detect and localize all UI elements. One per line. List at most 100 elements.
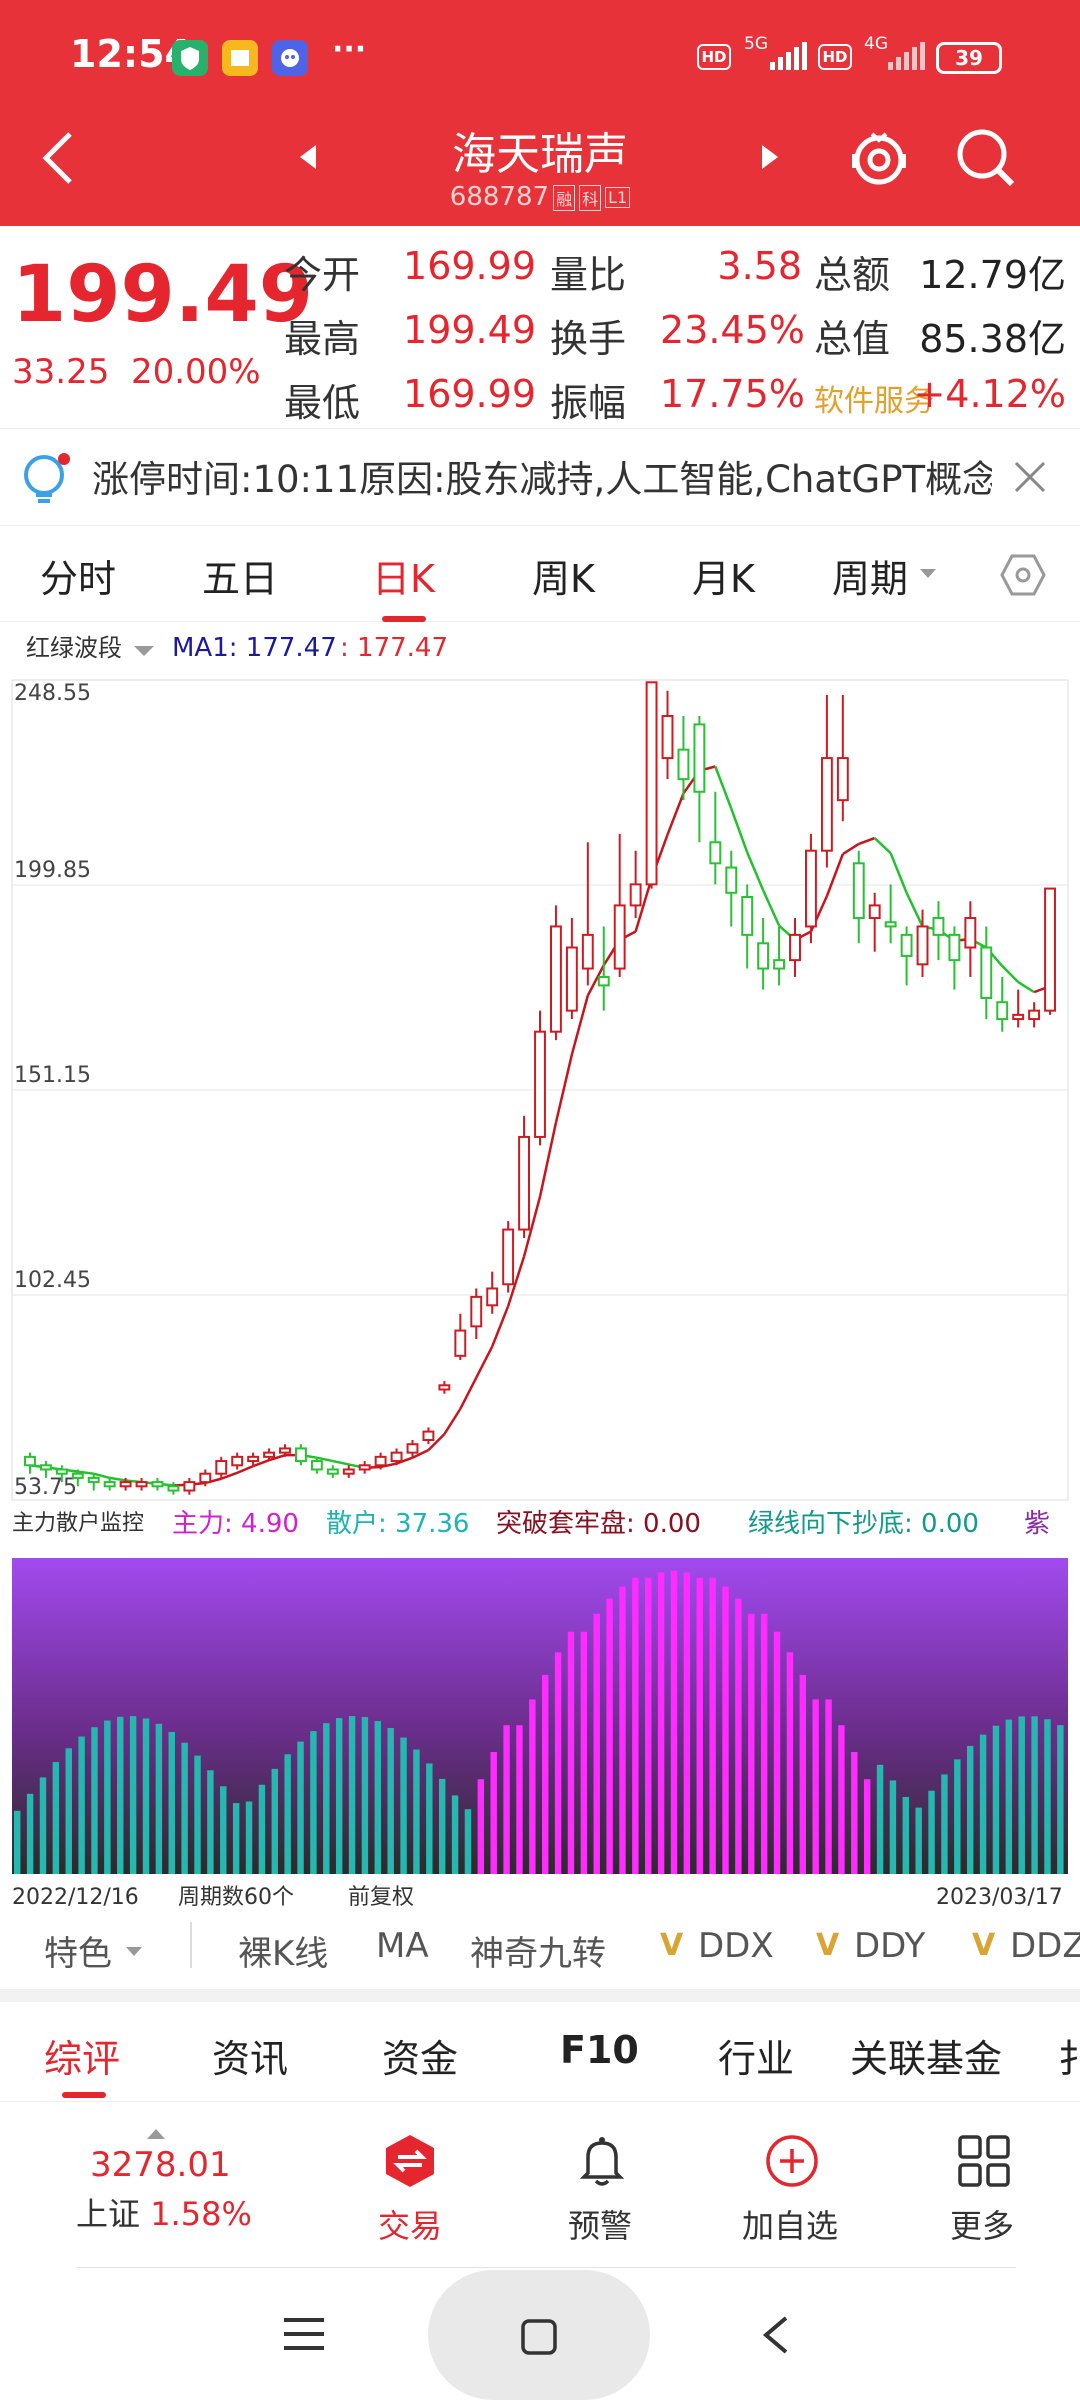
candle-body xyxy=(294,1447,307,1463)
assistant-robot-icon[interactable] xyxy=(846,124,912,194)
tab-more-cut[interactable]: 扌 xyxy=(1058,2037,1080,2081)
battery-icon: 39 xyxy=(936,42,1002,74)
sub-bar xyxy=(529,1699,536,1874)
ma-line-segment xyxy=(491,1305,510,1348)
more-label[interactable]: 更多 xyxy=(950,2207,1015,2245)
candle-body xyxy=(119,1481,132,1488)
ma-line-segment xyxy=(905,892,924,927)
tab-ddy[interactable]: DDY xyxy=(854,1926,926,1966)
candle-body xyxy=(725,866,738,894)
sub-bar xyxy=(181,1742,188,1874)
menu-icon[interactable] xyxy=(282,2314,326,2358)
candle-body xyxy=(629,883,642,907)
tab-zongping[interactable]: 综评 xyxy=(44,2037,121,2081)
tese-dropdown[interactable]: 特色 xyxy=(44,1934,112,1974)
ma-line-segment xyxy=(873,837,892,855)
kline-chart[interactable]: 红绿波段 MA1: 177.47: 177.47 248.55 199.85 151.1… xyxy=(0,622,1080,1912)
prev-stock-button[interactable] xyxy=(296,142,320,176)
tab-yuek[interactable]: 月K xyxy=(692,557,755,601)
active-tab-indicator xyxy=(382,616,426,622)
candle-body xyxy=(454,1329,467,1357)
candle-body xyxy=(741,895,754,936)
alert-label[interactable]: 预警 xyxy=(568,2207,633,2245)
ma-line-segment xyxy=(522,1196,542,1257)
tab-f10[interactable]: F10 xyxy=(560,2028,639,2072)
ma-line-segment xyxy=(1017,980,1035,994)
candle-body xyxy=(135,1481,148,1488)
back-button[interactable] xyxy=(36,128,80,192)
sub-bar xyxy=(194,1755,201,1874)
candle-body xyxy=(103,1481,116,1488)
candle-body xyxy=(645,681,658,886)
ma-line-segment xyxy=(236,1464,254,1475)
home-pill[interactable] xyxy=(428,2270,650,2400)
add-circle-icon[interactable] xyxy=(764,2133,820,2193)
candle-body xyxy=(964,917,977,949)
sub-bar xyxy=(451,1795,459,1874)
add-label[interactable]: 加自选 xyxy=(742,2207,839,2245)
candle-body xyxy=(183,1481,196,1492)
next-stock-button[interactable] xyxy=(758,142,782,176)
candle-body xyxy=(406,1443,419,1454)
back-nav-icon[interactable] xyxy=(760,2314,790,2360)
tab-guanlian[interactable]: 关联基金 xyxy=(850,2037,1003,2081)
sub-bar xyxy=(593,1613,600,1874)
tab-ma[interactable]: MA xyxy=(376,1926,429,1966)
home-icon[interactable] xyxy=(520,2318,558,2360)
signal-icon-1 xyxy=(770,40,807,70)
zi-label: 紫 xyxy=(1024,1509,1050,1539)
ma1-value: : 177.47 xyxy=(340,633,448,663)
ma-line-segment xyxy=(730,808,749,853)
sub-bar xyxy=(567,1631,575,1874)
index-info[interactable]: 上证 1.58% xyxy=(76,2195,252,2233)
bell-icon[interactable] xyxy=(574,2133,630,2193)
section-divider xyxy=(0,1990,1080,2002)
quote-label: 总额 xyxy=(814,253,891,297)
tab-zhouk[interactable]: 周K xyxy=(532,557,595,601)
sub-bar xyxy=(1044,1719,1051,1874)
tab-fenshi[interactable]: 分时 xyxy=(40,557,117,601)
quote-label: 振幅 xyxy=(550,381,627,425)
tab-hangye[interactable]: 行业 xyxy=(718,2037,795,2081)
quote-label: 最高 xyxy=(284,317,361,361)
quote-value: 85.38亿 xyxy=(919,317,1066,361)
sub-bar xyxy=(78,1736,85,1874)
tab-zijin[interactable]: 资金 xyxy=(382,2037,459,2081)
trade-label[interactable]: 交易 xyxy=(378,2207,443,2245)
candle-body xyxy=(565,946,578,1012)
candle-body xyxy=(884,921,897,928)
tab-shenqi[interactable]: 神奇九转 xyxy=(470,1934,606,1974)
ma-line-segment xyxy=(109,1476,126,1482)
trade-icon[interactable] xyxy=(382,2133,438,2193)
tab-ddz[interactable]: DDZ xyxy=(1010,1926,1080,1966)
tab-zixun[interactable]: 资讯 xyxy=(212,2037,289,2081)
grid-more-icon[interactable] xyxy=(956,2133,1012,2193)
y-tick-label: 248.55 xyxy=(14,681,91,706)
tab-zhouqi[interactable]: 周期 xyxy=(832,557,909,601)
candle-body xyxy=(24,1455,36,1467)
news-bar[interactable]: 涨停时间:10:11原因:股东减持,人工智能,ChatGPT概念, xyxy=(0,428,1080,526)
tab-ddx[interactable]: DDX xyxy=(698,1926,774,1966)
close-icon[interactable] xyxy=(1010,457,1050,501)
sub-bar xyxy=(142,1718,150,1874)
sub-bar xyxy=(438,1778,446,1874)
tab-wuri[interactable]: 五日 xyxy=(202,557,279,601)
search-icon[interactable] xyxy=(954,126,1018,194)
tab-rik[interactable]: 日K xyxy=(372,557,435,601)
index-value[interactable]: 3278.01 xyxy=(90,2145,231,2185)
chevron-down-icon xyxy=(124,1944,144,1963)
sub-bar xyxy=(799,1674,806,1874)
ma-line-segment xyxy=(475,1345,494,1379)
ma-line-segment xyxy=(746,851,765,891)
candle-body xyxy=(1012,1013,1025,1021)
sub-bar xyxy=(323,1723,330,1874)
sub-bar xyxy=(606,1598,613,1874)
ma-line-segment xyxy=(761,889,781,927)
candle-body xyxy=(215,1460,228,1475)
candle-body xyxy=(820,757,833,852)
settings-hexagon-icon[interactable] xyxy=(1000,552,1046,602)
indicator-name: 红绿波段 xyxy=(26,635,122,662)
tupo-label: 突破套牢盘: 0.00 xyxy=(496,1509,701,1539)
tab-luokxian[interactable]: 裸K线 xyxy=(238,1934,329,1974)
chat-app-icon xyxy=(272,40,308,76)
